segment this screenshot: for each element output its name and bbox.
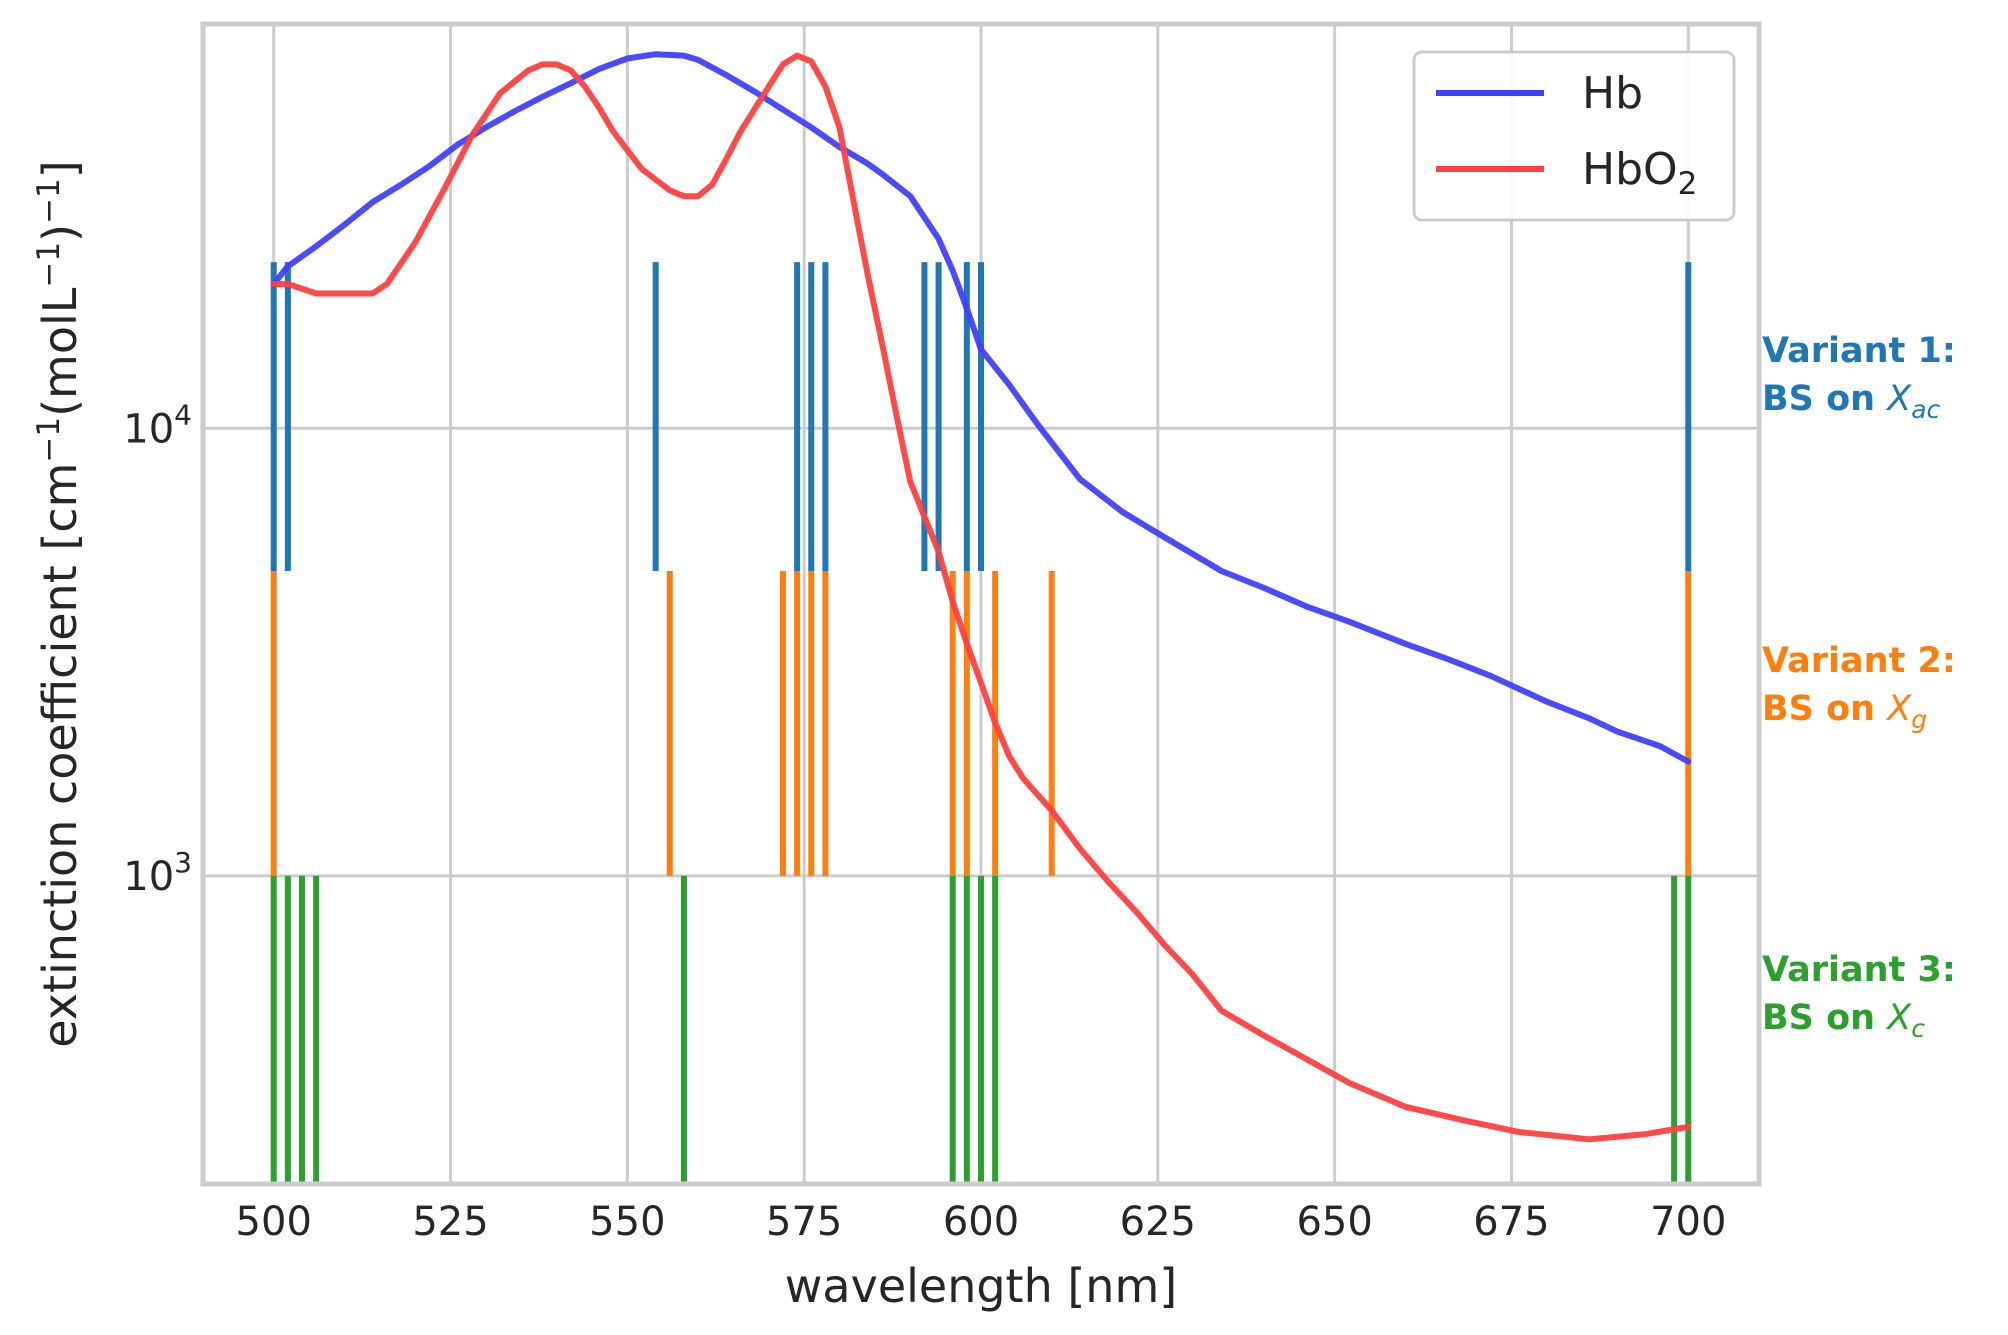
variant-1-label-line1: Variant 1:: [1762, 331, 1956, 371]
x-tick-label: 700: [1650, 1199, 1726, 1245]
y-tick-label: 103: [123, 846, 192, 900]
x-tick-label: 675: [1473, 1199, 1549, 1245]
y-tick-exponent: 4: [174, 398, 192, 431]
variant-2-label-sub: g: [1911, 705, 1927, 734]
variant-1-label-sym: X: [1885, 379, 1912, 419]
legend: Hb HbO2: [1412, 50, 1736, 222]
variant-2-label-line1: Variant 2:: [1762, 641, 1956, 681]
y-tick-base: 10: [123, 406, 174, 452]
legend-label-hb: Hb: [1582, 68, 1643, 119]
series-line-hbo2: [270, 52, 1692, 1143]
x-tick-label: 550: [589, 1199, 665, 1245]
y-axis-title-sup1: −1: [31, 417, 67, 463]
y-tick-base: 10: [123, 854, 174, 900]
x-tick-label: 650: [1296, 1199, 1372, 1245]
spectra-series: [270, 51, 1692, 1143]
variant-2-label: Variant 2: BS on Xg: [1762, 641, 1968, 734]
x-tick-label: 525: [412, 1199, 488, 1245]
variant-labels: Variant 1: BS on Xac Variant 2: BS on Xg…: [1762, 331, 1968, 1043]
variant-3-label-sym: X: [1885, 998, 1912, 1038]
y-axis-title-main: extinction coefficient [cm: [33, 463, 87, 1048]
variant-3-label-line1: Variant 3:: [1762, 950, 1956, 990]
y-axis-title-close: ): [33, 224, 87, 242]
variant-2-label-line2: BS on Xg: [1762, 689, 1927, 734]
legend-label-hbo2-base: HbO: [1582, 144, 1678, 195]
x-tick-label: 600: [943, 1199, 1019, 1245]
variant-3-label-prefix: BS on: [1762, 998, 1887, 1038]
variant-1-label: Variant 1: BS on Xac: [1762, 331, 1968, 424]
variant-1-label-prefix: BS on: [1762, 379, 1887, 419]
y-axis-title-sup3: −1: [31, 178, 67, 224]
legend-label-hbo2: HbO2: [1582, 144, 1697, 202]
x-axis-title: wavelength [nm]: [785, 1259, 1177, 1313]
variant-3-label-sub: c: [1911, 1014, 1925, 1043]
variant-3-label-line2: BS on Xc: [1762, 998, 1925, 1043]
y-axis-title-mid: (molL: [33, 287, 87, 417]
x-tick-label: 625: [1120, 1199, 1196, 1245]
plot-frame: [200, 21, 1762, 1187]
variant-3-label: Variant 3: BS on Xc: [1762, 950, 1968, 1043]
variant-1-label-sub: ac: [1911, 395, 1940, 424]
y-tick-label: 104: [123, 398, 192, 452]
variant-1-label-line2: BS on Xac: [1762, 379, 1941, 424]
y-axis-title-end: ]: [33, 160, 87, 178]
x-tick-label: 500: [236, 1199, 312, 1245]
legend-label-hb-base: Hb: [1582, 68, 1643, 119]
variant-2-label-prefix: BS on: [1762, 689, 1887, 729]
y-tick-exponent: 3: [174, 846, 192, 879]
variant-2-label-sym: X: [1885, 689, 1912, 729]
y-axis-title: extinction coefficient [cm−1(molL−1)−1]: [31, 160, 87, 1047]
y-axis-title-sup2: −1: [31, 242, 67, 288]
x-tick-label: 575: [766, 1199, 842, 1245]
legend-label-hbo2-sub: 2: [1678, 166, 1698, 202]
variant-wavelength-markers: [270, 262, 1692, 1184]
